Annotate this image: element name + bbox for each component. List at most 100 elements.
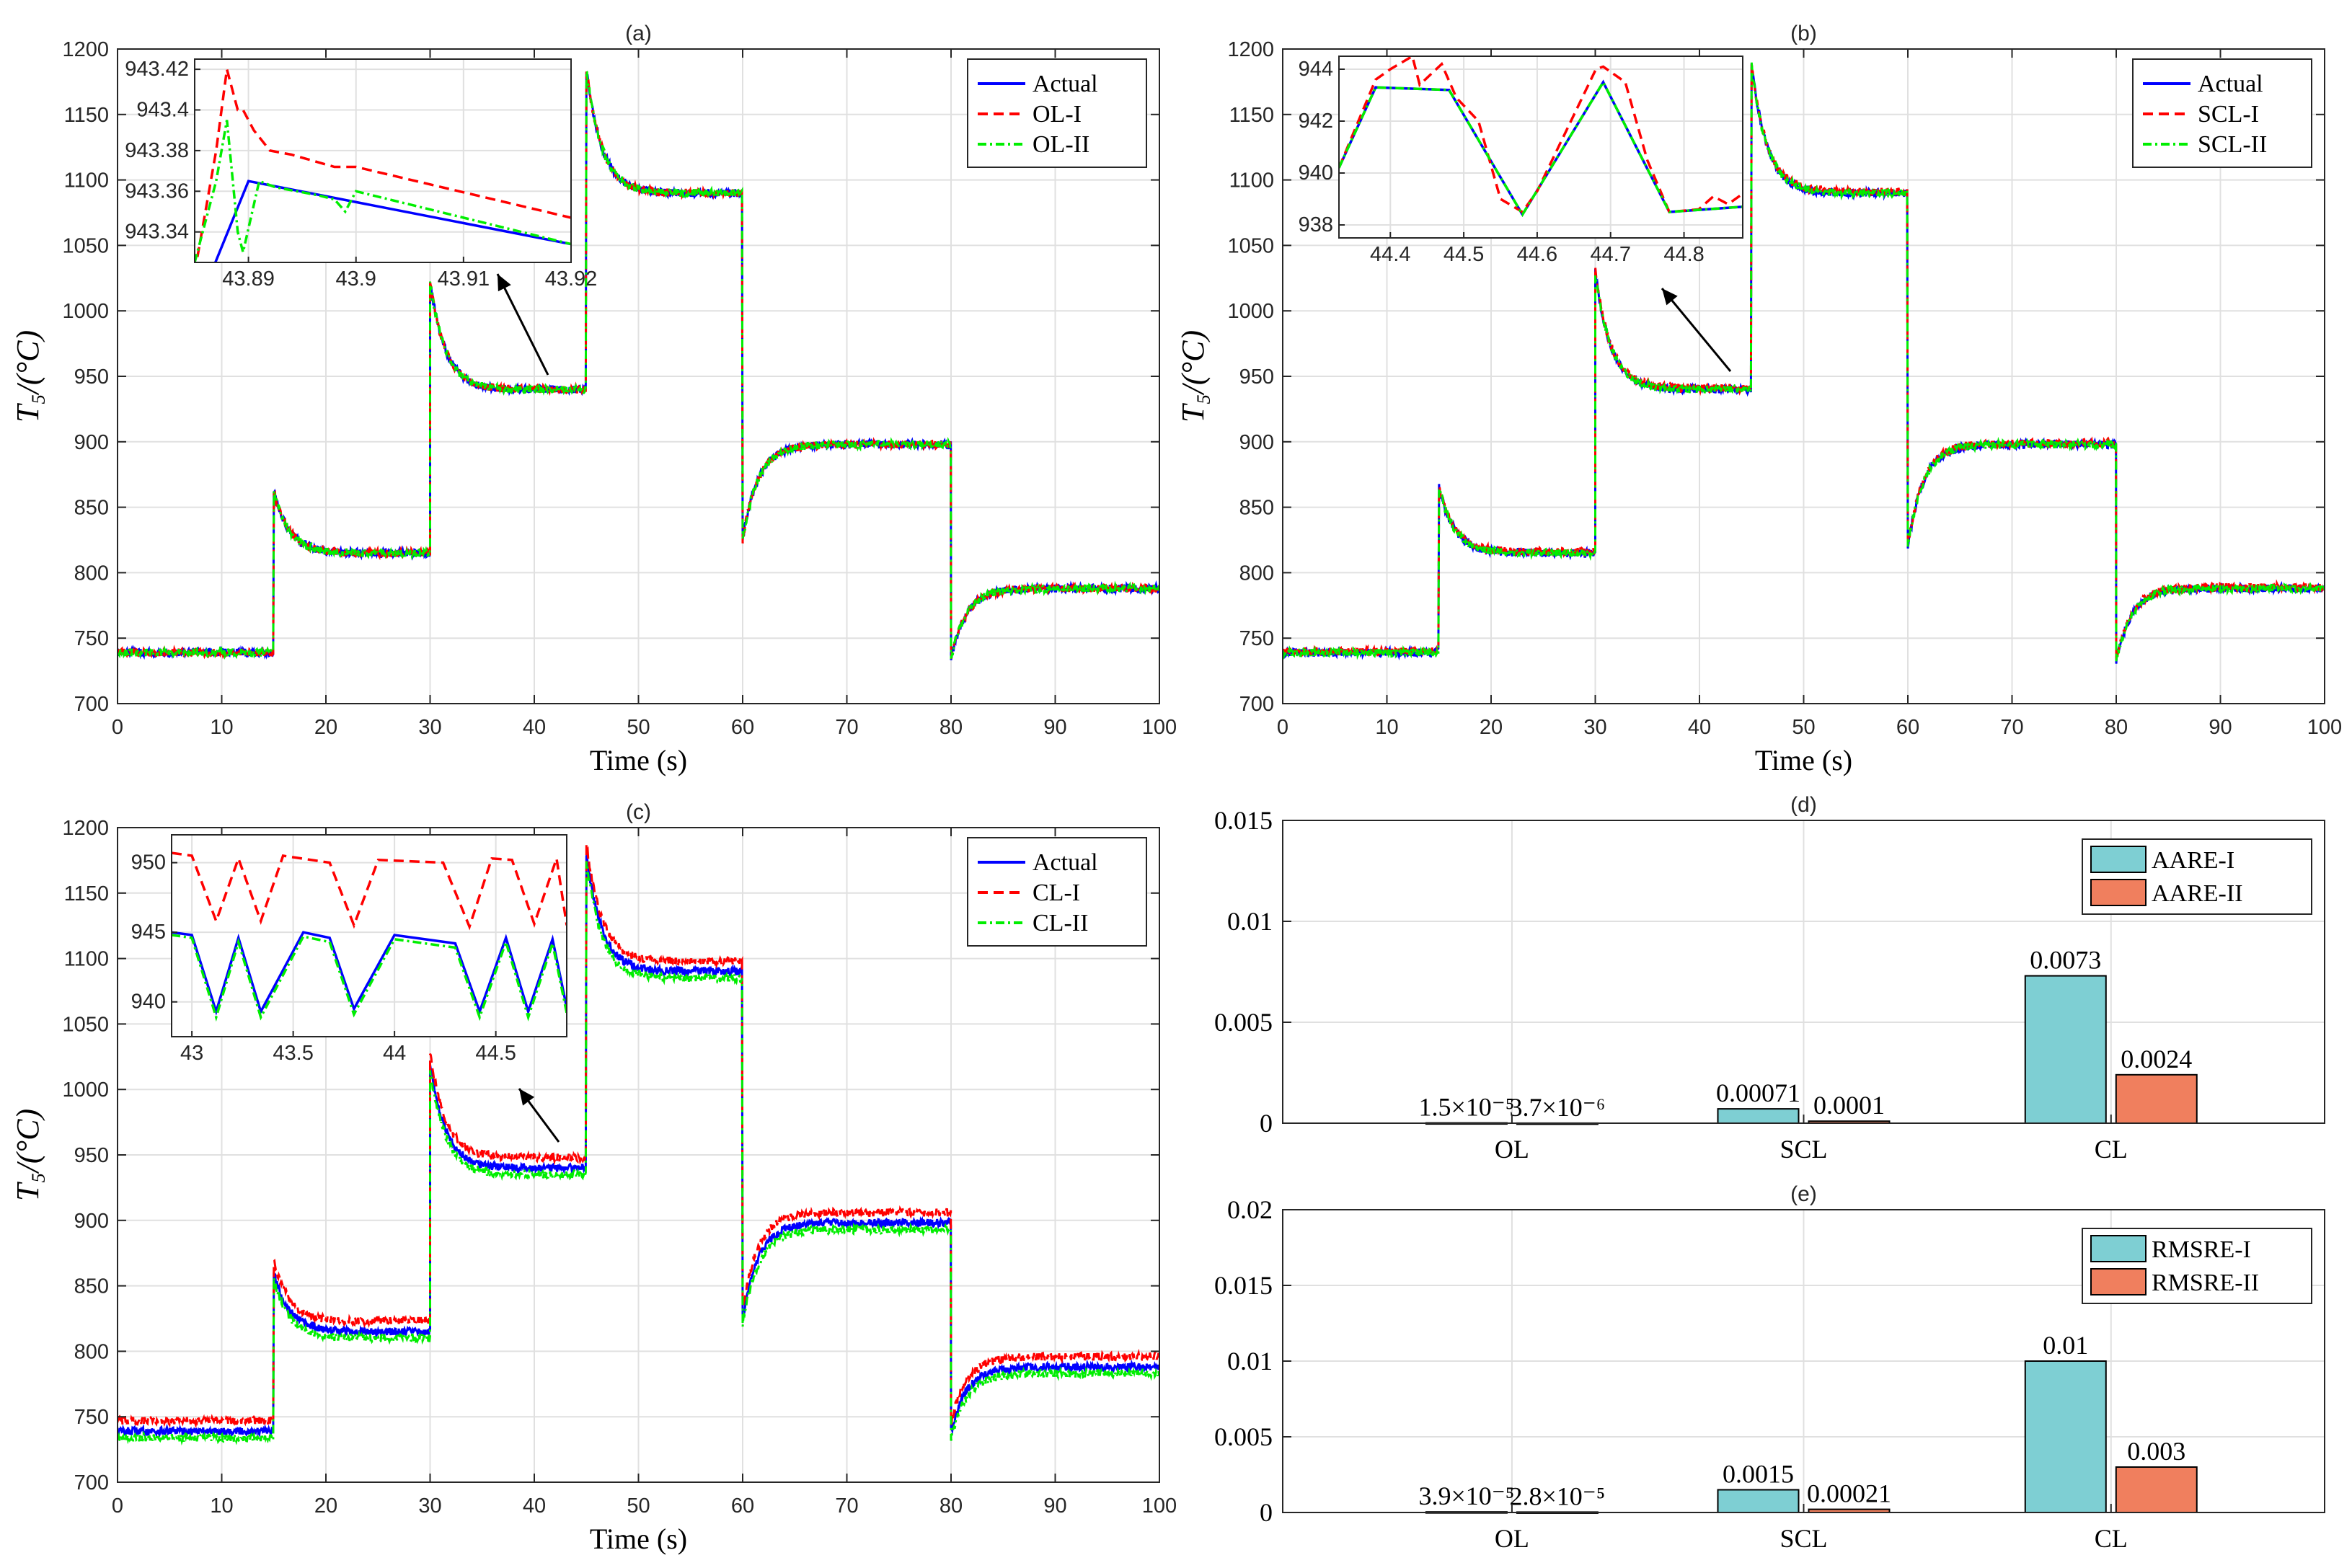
series-line-cl-i xyxy=(118,844,1159,1429)
x-tick-label: 80 xyxy=(940,716,963,739)
legend-label: SCL-II xyxy=(2198,131,2267,158)
x-tick-label: 100 xyxy=(2307,716,2342,739)
inset-box xyxy=(1338,56,1743,239)
data-label: 0.0015 xyxy=(1723,1460,1794,1489)
inset-y-tick-label: 945 xyxy=(131,921,166,944)
x-tick-label: 80 xyxy=(940,1494,963,1518)
series-line-scl-ii xyxy=(1283,62,2325,662)
inset-line-scl-ii xyxy=(1339,79,1743,218)
x-tick-label: 20 xyxy=(1480,716,1503,739)
y-tick-label: 700 xyxy=(1239,693,1274,716)
chart-title: (b) xyxy=(1790,22,1817,45)
y-tick-label: 0.01 xyxy=(1227,907,1273,936)
category-label: CL xyxy=(2095,1135,2128,1164)
arrow-line xyxy=(496,273,549,376)
y-tick-label: 800 xyxy=(74,562,109,585)
series-group xyxy=(118,844,1159,1446)
chart-title: (c) xyxy=(626,800,651,824)
y-tick-label: 0.01 xyxy=(1227,1347,1273,1376)
inset-x-tick-label: 43.89 xyxy=(222,267,275,291)
legend-label: CL-II xyxy=(1033,910,1088,936)
inset-x-tick-label: 44 xyxy=(383,1042,406,1065)
y-tick-label: 700 xyxy=(74,693,109,716)
legend: AARE-I AARE-II xyxy=(2082,838,2312,915)
inset-y-tick-label: 943.4 xyxy=(136,99,189,122)
x-tick-label: 100 xyxy=(1142,716,1177,739)
x-tick-label: 20 xyxy=(314,1494,337,1518)
series-group xyxy=(118,67,1159,661)
y-tick-label: 1050 xyxy=(62,1013,109,1036)
y-tick-label: 850 xyxy=(74,1275,109,1298)
x-tick-label: 0 xyxy=(112,1494,123,1518)
data-label: 0.0073 xyxy=(2030,946,2101,975)
x-axis-label: Time (s) xyxy=(1755,744,1852,776)
y-tick-label: 0.02 xyxy=(1227,1195,1273,1224)
inset-y-tick-label: 943.38 xyxy=(125,139,189,162)
zoom-arrow xyxy=(496,273,549,376)
y-axis-label: T₅/(°C) xyxy=(1175,330,1211,422)
x-tick-label: 40 xyxy=(523,716,546,739)
data-label: 3.7×10⁻⁶ xyxy=(1509,1093,1605,1122)
chart-title: (d) xyxy=(1790,793,1817,817)
x-tick-label: 60 xyxy=(731,716,754,739)
inset-y-tick-label: 940 xyxy=(131,991,166,1014)
legend-label: AARE-I xyxy=(2152,847,2234,874)
inset-x-tick-label: 43.92 xyxy=(545,267,598,291)
legend-label: Actual xyxy=(2198,71,2263,97)
bar-aare-ii-cl xyxy=(2115,1073,2198,1125)
inset-line-actual xyxy=(213,180,571,262)
legend-label: CL-I xyxy=(1033,880,1080,906)
y-tick-label: 800 xyxy=(74,1340,109,1363)
arrow-head xyxy=(498,274,511,292)
inset-y-tick-label: 942 xyxy=(1299,110,1333,133)
data-label: 3.9×10⁻⁵ xyxy=(1418,1481,1514,1510)
legend-label: OL-II xyxy=(1033,131,1089,158)
inset-series xyxy=(195,68,571,262)
y-tick-label: 750 xyxy=(74,627,109,650)
y-tick-label: 750 xyxy=(1239,627,1274,650)
y-tick-label: 0.015 xyxy=(1214,1271,1273,1300)
y-tick-label: 800 xyxy=(1239,562,1274,585)
y-tick-label: 700 xyxy=(74,1471,109,1494)
zoom-arrow xyxy=(518,1088,560,1143)
zoom-arrow xyxy=(1661,288,1732,372)
chart-title: (a) xyxy=(625,22,652,45)
x-tick-label: 80 xyxy=(2105,716,2128,739)
axes-box xyxy=(1282,820,2325,1124)
legend: Actual OL-I OL-II xyxy=(967,58,1147,168)
inset-box xyxy=(171,834,567,1037)
y-tick-label: 1150 xyxy=(1229,104,1274,127)
bar-rmsre-i-cl xyxy=(2024,1360,2107,1513)
x-tick-label: 90 xyxy=(1043,1494,1066,1518)
inset-y-tick-label: 944 xyxy=(1299,58,1333,81)
bar-aare-i-scl xyxy=(1717,1108,1800,1124)
legend-label: AARE-II xyxy=(2152,880,2243,907)
x-tick-label: 100 xyxy=(1142,1494,1177,1518)
x-tick-label: 0 xyxy=(112,716,123,739)
inset-x-tick-label: 43.9 xyxy=(335,267,376,291)
category-label: CL xyxy=(2095,1524,2128,1553)
inset-line-actual xyxy=(172,931,567,1016)
data-label: 0.00021 xyxy=(1807,1479,1891,1508)
inset-y-tick-label: 940 xyxy=(1299,161,1333,185)
panel-b: 0 10 20 30 40 50 60 70 80 90 100 700 750 800 850 900 950… xyxy=(1175,22,2342,776)
legend: RMSRE-I RMSRE-II xyxy=(2082,1228,2312,1304)
category-label: OL xyxy=(1495,1524,1529,1553)
y-tick-label: 900 xyxy=(74,1210,109,1233)
inset-a: 43.89 43.9 43.91 43.92 943.34 943.36 943.38 943… xyxy=(125,58,598,291)
inset-c: 43 43.5 44 44.5 940 945 950 xyxy=(131,834,567,1065)
y-tick-label: 1000 xyxy=(62,1078,109,1102)
inset-y-tick-label: 943.42 xyxy=(125,58,189,81)
inset-y-tick-label: 950 xyxy=(131,851,166,874)
x-tick-label: 90 xyxy=(1043,716,1066,739)
inset-area xyxy=(1339,56,1743,238)
y-tick-label: 1200 xyxy=(62,38,109,61)
panel-d: 1.5×10⁻⁵3.7×10⁻⁶ OL 0.00071 0.0001 SCL 0.0073… xyxy=(1214,793,2325,1164)
legend-label: RMSRE-I xyxy=(2152,1236,2251,1263)
legend-swatch xyxy=(2090,1235,2147,1262)
data-label: 0.0001 xyxy=(1813,1091,1885,1120)
data-label: 0.0024 xyxy=(2121,1045,2192,1073)
x-tick-label: 70 xyxy=(835,1494,858,1518)
inset-x-tick-label: 44.4 xyxy=(1370,243,1410,266)
inset-series xyxy=(172,851,567,1022)
